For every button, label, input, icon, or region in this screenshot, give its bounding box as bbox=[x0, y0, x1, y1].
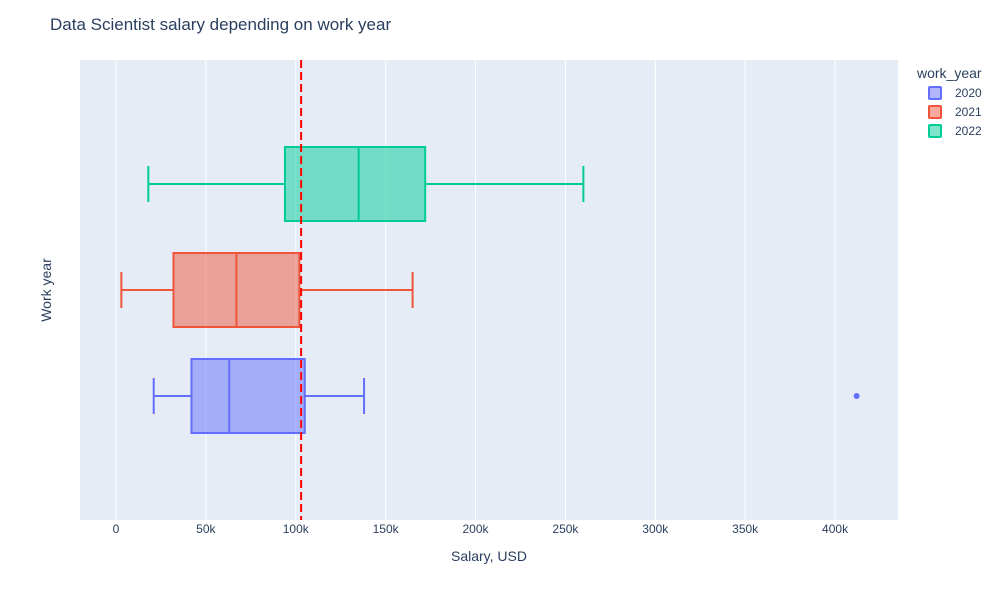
legend-title: work_year bbox=[916, 65, 982, 81]
x-tick-label: 150k bbox=[373, 522, 400, 536]
boxes bbox=[120, 146, 860, 434]
box-2021 bbox=[120, 252, 414, 328]
box-iqr bbox=[190, 358, 306, 434]
x-tick-label: 350k bbox=[732, 522, 759, 536]
legend-label-2021: 2021 bbox=[955, 105, 982, 119]
legend-swatch-2021 bbox=[928, 105, 942, 119]
legend-swatch-2022 bbox=[928, 124, 942, 138]
box-iqr bbox=[283, 146, 427, 222]
y-axis-title: Work year bbox=[38, 258, 54, 322]
outlier-point bbox=[853, 393, 860, 399]
x-tick-label: 200k bbox=[463, 522, 490, 536]
legend-label-2020: 2020 bbox=[955, 86, 982, 100]
x-ticks: 0 50k 100k 150k 200k 250k 300k 350k 400k bbox=[113, 522, 849, 536]
x-tick-label: 50k bbox=[196, 522, 216, 536]
x-tick-label: 400k bbox=[822, 522, 849, 536]
x-tick-label: 100k bbox=[283, 522, 310, 536]
x-tick-label: 300k bbox=[642, 522, 669, 536]
x-tick-label: 0 bbox=[113, 522, 120, 536]
box-2022 bbox=[147, 146, 585, 222]
legend-label-2022: 2022 bbox=[955, 124, 982, 138]
x-tick-label: 250k bbox=[552, 522, 579, 536]
legend-swatch-2020 bbox=[928, 86, 942, 100]
legend: work_year 2020 2021 2022 bbox=[916, 65, 982, 138]
x-axis-title: Salary, USD bbox=[451, 548, 527, 564]
box-2020 bbox=[152, 358, 860, 434]
chart-title: Data Scientist salary depending on work … bbox=[50, 15, 391, 34]
